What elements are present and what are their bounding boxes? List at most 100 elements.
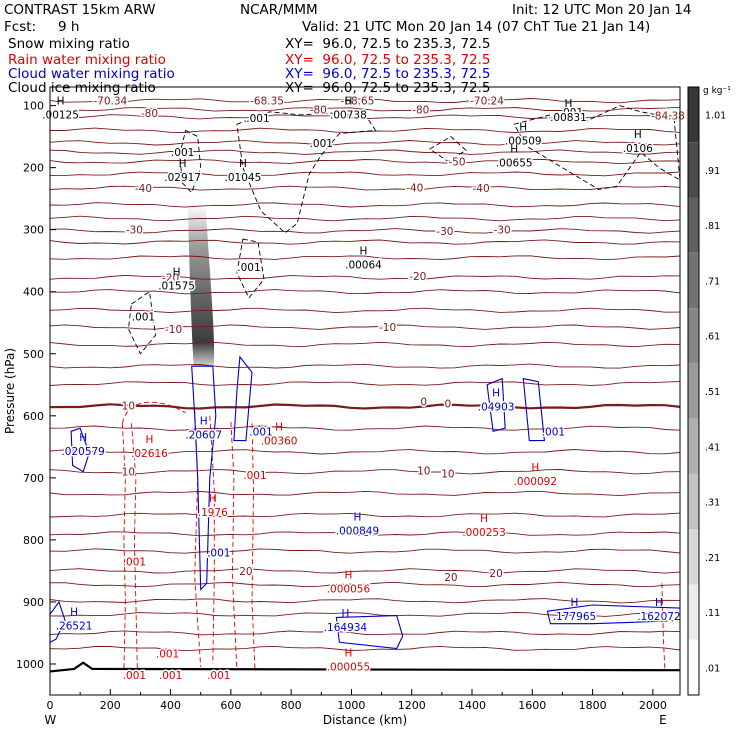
- init-time: Init: 12 UTC Mon 20 Jan 14: [512, 2, 692, 18]
- cloud-water-contour: [191, 365, 217, 591]
- temperature-contour-line: [50, 469, 680, 475]
- temperature-contour-line: [50, 171, 680, 177]
- rain-contour-label: .001: [207, 670, 230, 682]
- rain-contour-label: .001: [123, 557, 146, 569]
- cloud-water-maximum-marker: H: [492, 388, 500, 400]
- cloud-water-maximum-value: .04903: [478, 402, 515, 414]
- snow-maximum-marker: H: [179, 158, 187, 170]
- rain-contour-label: .001: [159, 670, 182, 682]
- temperature-contour-line: [50, 289, 680, 295]
- colorbar-unit: g kg⁻¹: [703, 86, 731, 96]
- temperature-contour-line: [50, 185, 680, 191]
- rain-maximum-marker: H: [146, 434, 154, 446]
- colorbar-segment: [688, 639, 699, 695]
- snow-maximum-marker: H: [565, 98, 573, 110]
- rain-contour: [209, 415, 215, 665]
- temperature-contour-line: [50, 630, 680, 636]
- rain-contour: [121, 401, 186, 424]
- cloud-water-maximum-value: .000849: [336, 526, 379, 538]
- cloud-water-contour: [233, 355, 253, 442]
- cloud-water-maximum-marker: H: [571, 597, 579, 609]
- y-tick-label: 100: [23, 100, 44, 113]
- snow-maximum-value: .00655: [496, 158, 533, 170]
- colorbar-tick-label: 1.01: [705, 111, 726, 122]
- field-xy-cloud-water: XY= 96.0, 72.5 to 235.3, 72.5: [285, 66, 491, 82]
- colorbar-tick-label: .11: [705, 608, 720, 619]
- snow-maximum-marker: H: [344, 95, 352, 107]
- temperature-contour-line: [50, 149, 680, 155]
- snow-maximum-value: .00125: [42, 109, 79, 121]
- cloud-water-contour-label: .001: [249, 426, 272, 438]
- snow-maximum-marker: H: [519, 121, 527, 133]
- snow-maximum-marker: H: [510, 144, 518, 156]
- temperature-contour-line: [50, 531, 680, 537]
- snow-maximum-value: .00831: [550, 112, 587, 124]
- temperature-contour-line: [50, 98, 680, 104]
- temperature-contour-line: [50, 215, 680, 222]
- temperature-contour-label: -70.34: [93, 96, 127, 108]
- snow-contour: [179, 129, 202, 194]
- ice-contour-label: .001: [132, 312, 155, 324]
- temperature-contour-label: 0: [420, 397, 427, 409]
- rain-maximum-marker: H: [209, 493, 217, 505]
- temperature-contour-line: [50, 490, 680, 497]
- y-tick-label: 200: [23, 162, 44, 175]
- plot-frame: [49, 86, 681, 696]
- temperature-contour-line: [50, 403, 680, 410]
- cloud-water-maximum-value: .162072: [637, 611, 680, 623]
- temperature-contours: [50, 98, 680, 652]
- cloud-water-contour-label: .001: [207, 547, 230, 559]
- field-name-snow: Snow mixing ratio: [8, 36, 130, 52]
- colorbar-tick-label: .81: [705, 221, 720, 232]
- rain-contour: [130, 423, 138, 671]
- rain-contour-label: .001: [156, 648, 179, 660]
- rain-maximum-value: .000055: [327, 661, 370, 673]
- ice-contour-label: .001: [560, 107, 583, 119]
- temperature-contour-line: [50, 645, 680, 652]
- temperature-contour-line: [50, 127, 680, 133]
- snow-contour: [236, 238, 265, 299]
- cloud-water-maximum-marker: H: [354, 512, 362, 524]
- temperature-contour-line: [50, 324, 680, 330]
- temperature-contour-label: 10: [122, 400, 135, 412]
- temperature-contour-line: [50, 274, 680, 280]
- rain-contours: [121, 401, 666, 671]
- temperature-contour-label: -20: [409, 271, 426, 283]
- temperature-contour-label: -80: [310, 104, 327, 116]
- cloud-water-maximum-value: .164934: [324, 622, 368, 634]
- colorbar-segment: [688, 418, 699, 474]
- cloud-water-maximum-marker: H: [655, 597, 663, 609]
- ice-contour-label: .001: [310, 138, 333, 150]
- cloud-water-maximum-value: .177965: [553, 611, 596, 623]
- temperature-contour-line: [50, 228, 680, 234]
- temperature-contour-label: -30: [126, 225, 143, 237]
- temperature-contour-label: -50: [448, 156, 465, 168]
- temperature-contour-label: -30: [436, 226, 453, 238]
- rain-contour: [230, 421, 238, 671]
- snow-maximum-value: .00738: [330, 109, 367, 121]
- temperature-contour-line: [50, 307, 680, 314]
- temperature-contour-label: 20: [489, 568, 502, 580]
- rain-maximum-value: .02616: [131, 448, 168, 460]
- y-tick-label: 300: [23, 224, 44, 237]
- x-tick-label: 0: [47, 699, 54, 712]
- field-name-rain: Rain water mixing ratio: [8, 52, 166, 68]
- x-end-label-west: W: [44, 713, 56, 727]
- rain-contour-label: .001: [123, 670, 146, 682]
- colorbar-segment: [688, 142, 699, 198]
- snow-contour: [127, 290, 156, 355]
- cloud-water-contour: [486, 377, 506, 432]
- colorbar-segment: [688, 473, 699, 530]
- temperature-contour-line: [50, 381, 680, 386]
- plot-area: [50, 98, 680, 673]
- cloud-water-maximum-marker: H: [70, 607, 78, 619]
- temperature-contour-label: 10: [417, 465, 430, 477]
- field-name-cloud-water: Cloud water mixing ratio: [8, 66, 175, 82]
- temperature-contour-label: 10: [122, 467, 135, 479]
- temperature-contour-label: 0: [445, 398, 452, 410]
- temperature-contour-line: [50, 548, 680, 554]
- colorbar-tick-label: .61: [705, 332, 720, 343]
- cloud-water-maximum-value: .26521: [56, 621, 93, 633]
- shaded-core-region: [187, 204, 215, 367]
